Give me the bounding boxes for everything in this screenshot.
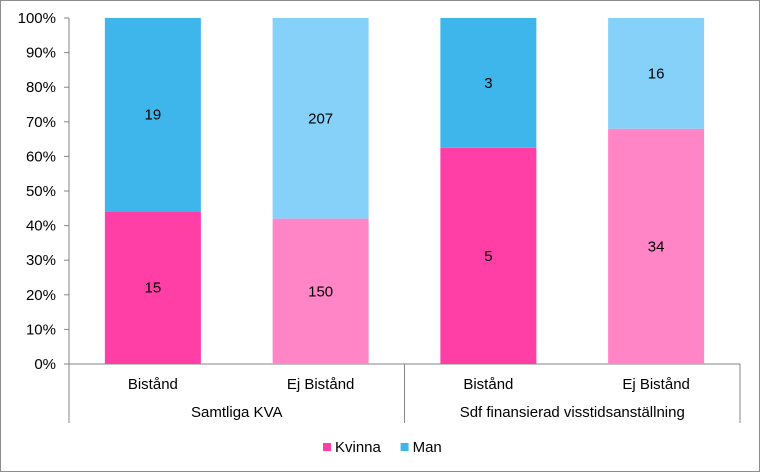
bar-segment-man bbox=[104, 18, 201, 212]
bar-segment-man bbox=[608, 18, 705, 129]
y-tick-label: 20% bbox=[26, 287, 56, 304]
x-group-label: Sdf finansierad visstidsanställning bbox=[460, 404, 685, 421]
bar-segment-kvinna bbox=[608, 128, 705, 364]
data-label-kvinna: 150 bbox=[308, 283, 333, 300]
x-category-label: Ej Bistånd bbox=[287, 376, 355, 393]
bar-segment-kvinna bbox=[272, 218, 369, 364]
x-category-label: Ej Bistånd bbox=[622, 376, 690, 393]
data-label-kvinna: 5 bbox=[484, 248, 492, 265]
x-category-label: Bistånd bbox=[463, 376, 513, 393]
data-label-kvinna: 15 bbox=[145, 280, 162, 297]
y-tick-label: 40% bbox=[26, 218, 56, 235]
bar-segment-man bbox=[440, 18, 537, 148]
legend-label: Kvinna bbox=[335, 439, 382, 456]
legend-swatch bbox=[323, 443, 331, 451]
y-tick-label: 10% bbox=[26, 321, 56, 338]
data-label-man: 3 bbox=[484, 75, 492, 92]
data-label-man: 19 bbox=[145, 107, 162, 124]
data-label-man: 16 bbox=[648, 65, 665, 82]
y-tick-label: 60% bbox=[26, 148, 56, 165]
x-category-label: Bistånd bbox=[128, 376, 178, 393]
y-tick-label: 90% bbox=[26, 45, 56, 62]
y-tick-label: 100% bbox=[18, 10, 56, 27]
legend-swatch bbox=[400, 443, 409, 451]
y-tick-label: 0% bbox=[34, 356, 56, 373]
bar-segment-kvinna bbox=[104, 211, 201, 364]
data-label-man: 207 bbox=[308, 110, 333, 127]
y-tick-label: 30% bbox=[26, 252, 56, 269]
bar-segment-kvinna bbox=[440, 147, 537, 364]
y-tick-label: 80% bbox=[26, 79, 56, 96]
data-label-kvinna: 34 bbox=[648, 238, 665, 255]
y-tick-label: 50% bbox=[26, 183, 56, 200]
bar-segment-man bbox=[272, 18, 369, 219]
y-tick-label: 70% bbox=[26, 114, 56, 131]
legend-label: Man bbox=[413, 439, 442, 456]
x-group-label: Samtliga KVA bbox=[191, 404, 282, 421]
